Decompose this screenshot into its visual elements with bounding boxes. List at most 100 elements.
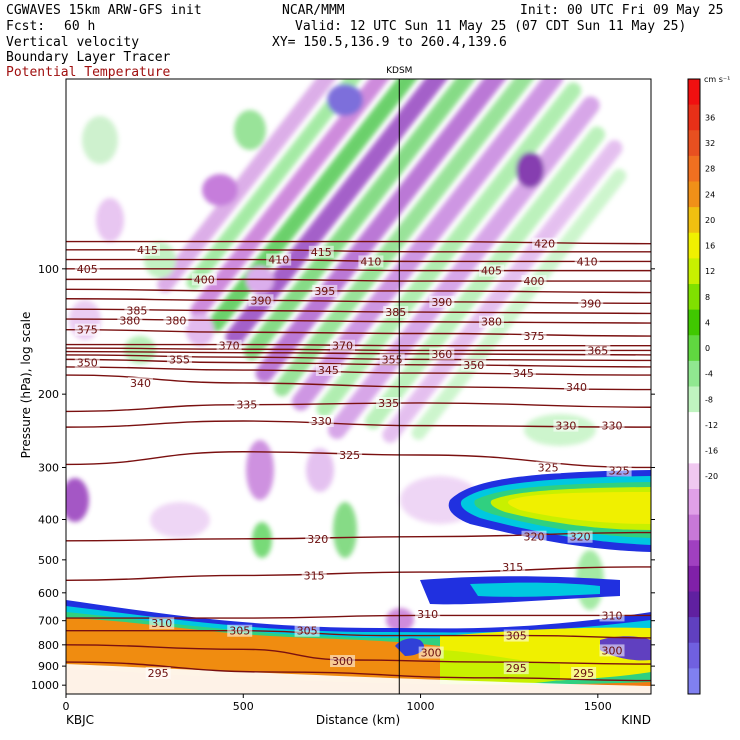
x-tick-label: 1000 xyxy=(407,700,435,713)
pressure-axis: 100 200 300 400 500 600 700 800 900 1000 xyxy=(31,263,655,692)
theta-label-bg xyxy=(301,569,327,582)
theta-label-bg xyxy=(312,284,338,297)
theta-label-bg xyxy=(429,295,455,308)
theta-label-bg xyxy=(585,344,611,357)
theta-label: 305 xyxy=(506,630,527,643)
theta-label: 320 xyxy=(570,531,591,544)
theta-label: 330 xyxy=(311,415,332,428)
theta-label: 310 xyxy=(151,617,172,630)
theta-label-bg xyxy=(216,339,242,352)
org-label: NCAR/MMM xyxy=(282,3,345,18)
theta-label: 400 xyxy=(194,273,215,286)
colorbar-swatch xyxy=(688,309,700,336)
theta-contour-330 xyxy=(66,420,651,428)
theta-contour-410 xyxy=(66,258,651,263)
theta-label-bg xyxy=(510,367,536,380)
theta-label: 375 xyxy=(77,324,98,337)
theta-label-bg xyxy=(415,608,441,621)
theta-label: 400 xyxy=(524,275,545,288)
colorbar-tick-label: 28 xyxy=(705,165,715,174)
theta-label: 390 xyxy=(580,297,601,310)
theta-label-bg xyxy=(330,655,356,668)
field-potential-temperature: Potential Temperature xyxy=(6,65,171,80)
theta-label: 415 xyxy=(311,246,332,259)
theta-label: 395 xyxy=(314,285,335,298)
theta-label-bg xyxy=(567,530,593,543)
y-axis-label: Pressure (hPa), log scale xyxy=(19,312,33,459)
theta-label: 355 xyxy=(169,353,190,366)
colorbar-tick-label: 16 xyxy=(705,242,715,251)
cross-section-endpoints: XY= 150.5,136.9 to 260.4,139.6 xyxy=(272,35,507,50)
theta-label-bg xyxy=(606,464,632,477)
theta-label-bg xyxy=(308,245,334,258)
theta-contour-395 xyxy=(66,288,651,294)
theta-contour-labels: 295 300 295 295 300 300 305 305 305 310 310 310 315 3… xyxy=(74,237,632,680)
colorbar-swatch xyxy=(688,130,700,157)
colorbar-swatch xyxy=(688,360,700,387)
theta-label-bg xyxy=(599,644,625,657)
theta-label: 325 xyxy=(538,461,559,474)
theta-label: 415 xyxy=(137,244,158,257)
colorbar-swatch xyxy=(688,232,700,259)
theta-label-bg xyxy=(308,414,334,427)
theta-label-bg xyxy=(521,275,547,288)
theta-label-bg xyxy=(305,532,331,545)
y-tick-label: 600 xyxy=(38,587,59,600)
theta-contour-315 xyxy=(66,566,651,582)
model-title: CGWAVES 15km ARW-GFS init xyxy=(6,3,202,18)
theta-label-bg xyxy=(503,662,529,675)
theta-label: 375 xyxy=(524,330,545,343)
theta-contour-350 xyxy=(66,358,651,368)
colorbar-swatch xyxy=(688,79,700,106)
y-tick-label: 300 xyxy=(38,461,59,474)
colorbar-tick-label: 4 xyxy=(705,318,710,327)
theta-label: 350 xyxy=(463,359,484,372)
theta-label: 410 xyxy=(360,255,381,268)
x-axis-label: Distance (km) xyxy=(316,713,400,727)
theta-contour-305 xyxy=(66,630,651,639)
theta-label: 385 xyxy=(126,305,147,318)
colorbar-tick-label: 8 xyxy=(705,293,710,302)
theta-label: 320 xyxy=(524,531,545,544)
theta-label: 360 xyxy=(431,348,452,361)
x-tick-label: 500 xyxy=(233,700,254,713)
theta-label-bg xyxy=(564,380,590,393)
theta-label-bg xyxy=(135,243,161,256)
valid-time: Valid: 12 UTC Sun 11 May 25 (07 CDT Sun … xyxy=(295,19,687,34)
colorbar-tick-label: 32 xyxy=(705,139,715,148)
colorbar-swatch xyxy=(688,181,700,208)
theta-label-bg xyxy=(521,330,547,343)
theta-label-bg xyxy=(74,356,100,369)
theta-label-bg xyxy=(315,364,341,377)
y-tick-label: 400 xyxy=(38,513,59,526)
theta-label: 410 xyxy=(268,254,289,267)
theta-contour-385 xyxy=(66,308,651,315)
theta-label-bg xyxy=(74,262,100,275)
theta-label-bg xyxy=(74,323,100,336)
theta-label-bg xyxy=(234,398,260,411)
theta-label: 330 xyxy=(555,420,576,433)
theta-label: 305 xyxy=(297,625,318,638)
theta-label-bg xyxy=(163,314,189,327)
plot-frame xyxy=(65,78,652,695)
theta-label: 315 xyxy=(502,561,523,574)
colorbar-swatch xyxy=(688,617,700,644)
y-tick-label: 800 xyxy=(38,639,59,652)
theta-contour-380 xyxy=(66,318,651,324)
theta-label: 295 xyxy=(573,667,594,680)
colorbar-swatch xyxy=(688,284,700,311)
colorbar-tick-label: 24 xyxy=(705,190,715,199)
theta-label: 370 xyxy=(219,340,240,353)
colorbar-tick-label: -16 xyxy=(705,447,718,456)
colorbar-tick-label: -8 xyxy=(705,395,713,404)
theta-label-bg xyxy=(149,617,175,630)
colorbar-swatch xyxy=(688,207,700,234)
y-tick-label: 700 xyxy=(38,615,59,628)
field-vertical-velocity: Vertical velocity xyxy=(6,35,140,50)
colorbar-units: cm s⁻¹ xyxy=(704,75,730,84)
theta-label-bg xyxy=(478,264,504,277)
theta-label-bg xyxy=(294,624,320,637)
theta-label: 380 xyxy=(165,314,186,327)
theta-contour-340 xyxy=(66,374,651,391)
colorbar-swatch xyxy=(688,104,700,131)
